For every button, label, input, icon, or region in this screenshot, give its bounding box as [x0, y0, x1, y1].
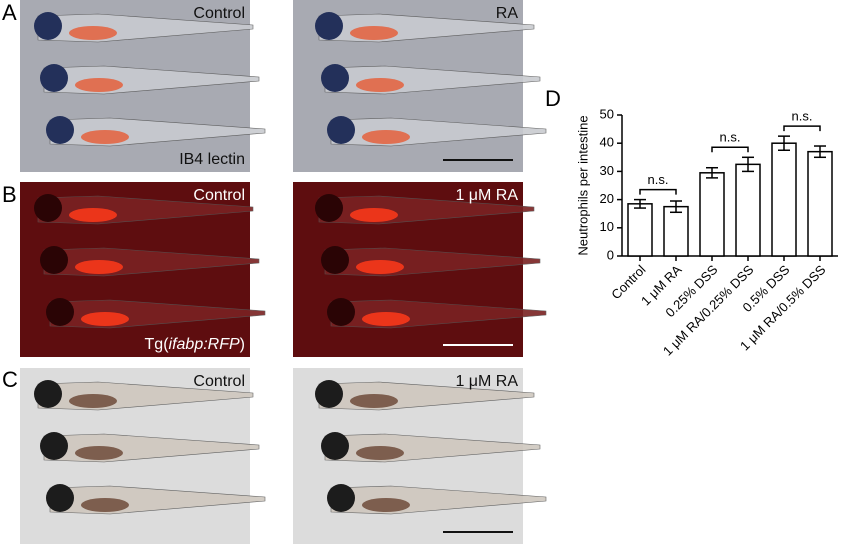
fish-gut [69, 394, 117, 408]
image-label: Control [193, 5, 245, 22]
annotation: n.s. [648, 172, 669, 187]
fish-head [321, 64, 349, 92]
fish-gut [69, 208, 117, 222]
fish-gut [81, 498, 129, 512]
fish-head [327, 116, 355, 144]
fish-gut [362, 312, 410, 326]
fish-head [327, 298, 355, 326]
error-bar [634, 198, 646, 209]
fish-gut [81, 130, 129, 144]
caption-part: Tg( [145, 336, 170, 353]
fish-gut [356, 446, 404, 460]
y-tick-label: 0 [607, 247, 614, 262]
bar [663, 205, 689, 257]
fish-gut [350, 26, 398, 40]
fish-gut [81, 312, 129, 326]
bar [699, 172, 725, 257]
fish-gut [356, 78, 404, 92]
fish-head [40, 432, 68, 460]
panel-letter: C [2, 367, 18, 392]
image-label: Control [193, 187, 245, 204]
bar [627, 203, 653, 257]
error-bar [814, 145, 826, 159]
micrograph: RA [293, 0, 547, 172]
micrograph: Control [20, 368, 266, 544]
fish-head [46, 484, 74, 512]
bar [807, 150, 833, 257]
panel-letter: A [2, 0, 17, 25]
fish-gut [75, 78, 123, 92]
fish-head [34, 380, 62, 408]
panel-letter: B [2, 182, 17, 207]
fish-gut [350, 208, 398, 222]
fish-head [321, 246, 349, 274]
fish-gut [362, 130, 410, 144]
error-bar [742, 156, 754, 173]
fish-gut [75, 446, 123, 460]
fish-head [46, 298, 74, 326]
image-label: Control [193, 373, 245, 390]
y-tick-label: 10 [600, 219, 614, 234]
fish-head [34, 12, 62, 40]
error-bar [706, 166, 718, 179]
y-tick-label: 50 [600, 106, 614, 121]
image-label: 1 μM RA [455, 187, 518, 204]
image-caption: IB4 lectin [179, 151, 245, 168]
image-label: RA [496, 5, 519, 22]
fish-head [40, 246, 68, 274]
annotation: n.s. [720, 130, 741, 145]
fish-head [315, 380, 343, 408]
fish-head [321, 432, 349, 460]
error-bar [778, 135, 790, 151]
fish-head [315, 12, 343, 40]
caption-part: ifabp:RFP [169, 336, 240, 353]
fish-head [34, 194, 62, 222]
fish-gut [356, 260, 404, 274]
y-axis-label: Neutrophils per intestine [575, 115, 590, 255]
fish-head [315, 194, 343, 222]
fish-head [40, 64, 68, 92]
bar [735, 163, 761, 257]
micrograph: 1 μM RA [293, 368, 547, 544]
significance-bracket [711, 146, 749, 153]
panel-letter: D [545, 86, 561, 111]
image-caption: Tg(ifabp:RFP) [145, 336, 245, 353]
fish-head [46, 116, 74, 144]
fish-gut [362, 498, 410, 512]
fish-gut [350, 394, 398, 408]
caption-part: ) [240, 336, 245, 353]
fish-gut [75, 260, 123, 274]
y-tick-label: 40 [600, 135, 614, 150]
fish-gut [69, 26, 117, 40]
image-label: 1 μM RA [455, 373, 518, 390]
significance-bracket [783, 125, 821, 132]
fish-head [327, 484, 355, 512]
micrograph: Control [20, 0, 266, 172]
annotation: n.s. [792, 109, 813, 124]
y-tick-label: 30 [600, 163, 614, 178]
significance-bracket [639, 188, 677, 195]
micrograph: Control [20, 182, 266, 357]
images: Control RA Control 1 μM RA Control 1 μM RA [20, 0, 547, 544]
error-bar [670, 200, 682, 214]
y-tick-label: 20 [600, 191, 614, 206]
bar [771, 142, 797, 257]
micrograph: 1 μM RA [293, 182, 547, 357]
